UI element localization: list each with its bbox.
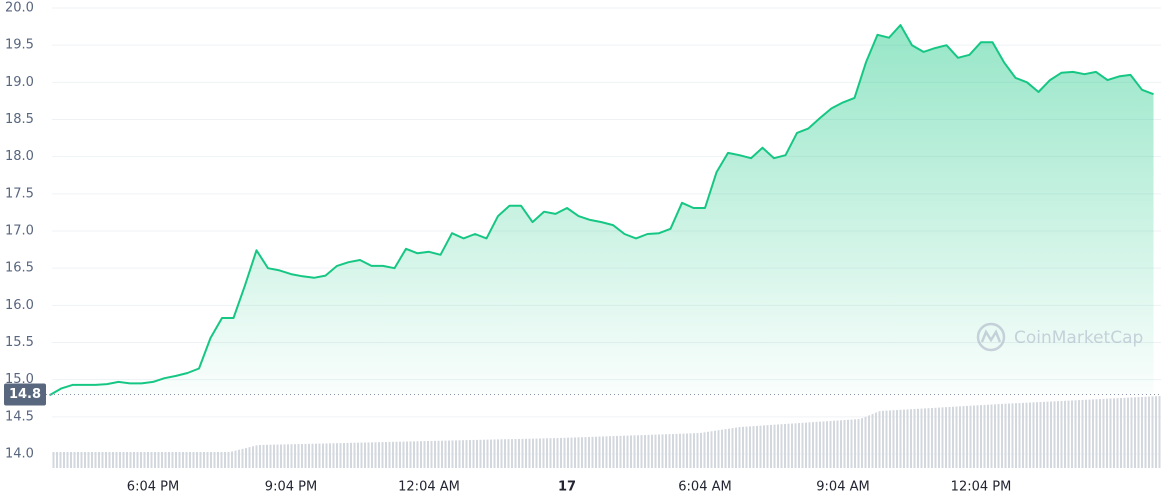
labels: 14.0 14.5 15.0 15.5 16.0 16.5 17.0 17.5 18.0 18.5… <box>4 1 1011 495</box>
x-tick-label: 17 <box>558 480 576 495</box>
watermark-text: CoinMarketCap <box>1014 328 1143 348</box>
x-tick-label: 12:04 PM <box>951 480 1012 495</box>
watermark: CoinMarketCap <box>976 322 1143 352</box>
x-tick-label: 9:04 PM <box>265 480 317 495</box>
y-tick-label: 14.0 <box>5 447 34 462</box>
x-tick-label: 12:04 AM <box>398 480 460 495</box>
x-tick-label: 6:04 AM <box>678 480 731 495</box>
volume-bars <box>52 396 1161 468</box>
y-tick-label: 17.0 <box>5 224 34 239</box>
y-tick-label: 18.5 <box>5 112 34 127</box>
x-tick-label: 6:04 PM <box>127 480 179 495</box>
y-tick-label: 17.5 <box>5 186 34 201</box>
y-tick-label: 15.0 <box>5 372 34 387</box>
price-line <box>48 24 1154 397</box>
y-tick-label: 20.0 <box>5 1 34 16</box>
reference-label: 14.8 <box>9 387 41 402</box>
x-tick-label: 9:04 AM <box>816 480 869 495</box>
y-tick-label: 16.0 <box>5 298 34 313</box>
y-tick-label: 19.0 <box>5 75 34 90</box>
reference-label-box <box>4 383 46 406</box>
y-tick-label: 19.5 <box>5 38 34 53</box>
y-tick-label: 15.5 <box>5 335 34 350</box>
price-area <box>49 25 1154 396</box>
y-tick-label: 18.0 <box>5 149 34 164</box>
y-tick-label: 16.5 <box>5 261 34 276</box>
y-tick-label: 14.5 <box>5 409 34 424</box>
plot <box>46 24 1161 397</box>
